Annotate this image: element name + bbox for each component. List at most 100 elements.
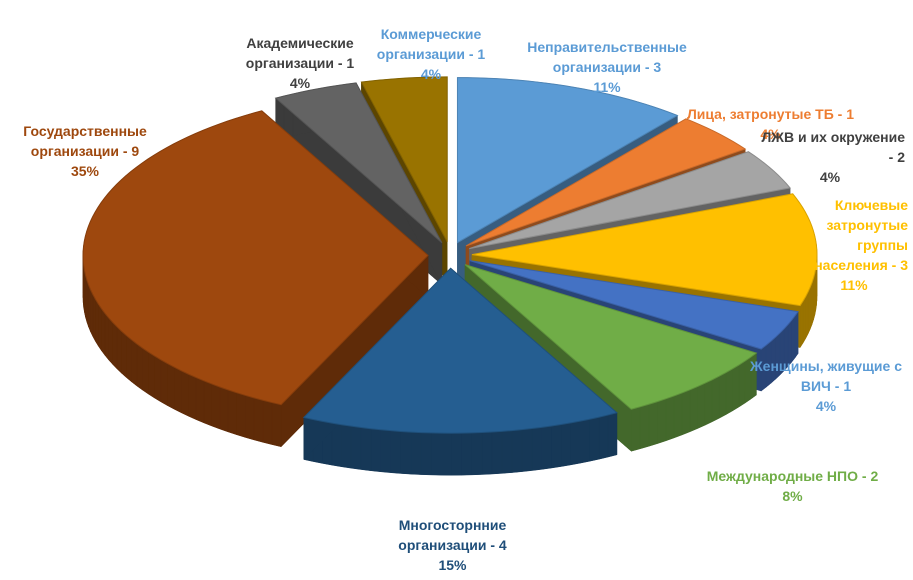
data-label: Академические организации - 1 4% <box>236 33 364 93</box>
slice-side <box>631 406 641 452</box>
percent-label: 15% <box>438 557 467 573</box>
slice-side <box>104 312 109 361</box>
slice-side <box>531 427 542 471</box>
slice-side <box>131 339 138 387</box>
category-label: Академические организации - 1 <box>245 35 355 71</box>
slice-side <box>491 431 503 475</box>
slice-side <box>681 389 691 436</box>
slice-side <box>227 389 237 436</box>
slice-side <box>167 363 175 410</box>
slice-side <box>511 429 523 473</box>
slice-side <box>108 317 113 366</box>
slice-side <box>98 303 102 352</box>
slice-side <box>116 326 122 374</box>
slice-side <box>370 428 381 473</box>
slice-top <box>464 264 758 410</box>
slice-side <box>188 373 197 420</box>
slice-side <box>648 401 658 447</box>
slice-side <box>181 370 189 417</box>
slice-side <box>420 432 432 476</box>
slice-side <box>380 429 391 473</box>
slice-side <box>451 432 462 476</box>
data-label: Лица, затронутые ТБ - 1 4% <box>683 104 858 144</box>
category-label: Неправительственные организации - 3 <box>527 39 687 75</box>
slice-side <box>154 355 162 403</box>
slice-side <box>126 334 132 383</box>
slice-side <box>86 280 89 328</box>
slice-side <box>560 422 571 467</box>
slice-top <box>465 118 747 247</box>
slice-side <box>271 402 282 448</box>
slice-side <box>607 412 618 458</box>
slice-side <box>203 380 212 427</box>
data-label: ЛЖВ и их окружение - 2 4% <box>755 127 905 187</box>
percent-label: 35% <box>70 163 100 179</box>
data-label: Государственные организации - 9 35% <box>10 121 160 181</box>
slice-side <box>805 291 809 339</box>
slice-side <box>732 364 740 412</box>
category-label: Государственные организации - 9 <box>23 123 147 159</box>
slice-top <box>456 77 679 244</box>
slice-side <box>211 383 221 430</box>
percent-label: 4% <box>420 66 442 82</box>
slice-side <box>400 431 412 475</box>
slice-side <box>521 428 533 472</box>
data-label: Женщины, живущие с ВИЧ - 1 4% <box>740 356 912 416</box>
slice-side <box>725 368 733 416</box>
slice-side <box>570 420 581 466</box>
slice-top <box>302 267 618 434</box>
slice-side <box>236 392 246 438</box>
slice-side <box>160 359 168 407</box>
percent-label: 4% <box>819 169 841 185</box>
slice-side <box>657 398 667 444</box>
slice-top <box>360 76 448 243</box>
slice-side <box>802 295 806 344</box>
slice-side <box>501 430 513 474</box>
slice-side <box>673 392 683 439</box>
slice-side <box>136 343 143 391</box>
slice-side <box>253 397 264 443</box>
slice-side <box>360 427 372 471</box>
category-label: Ключевые затронутые группы населения - 3 <box>814 197 908 273</box>
slice-side <box>471 432 483 476</box>
slice-side <box>598 414 609 460</box>
slice-side <box>665 395 675 442</box>
slice-side <box>195 377 205 424</box>
slice-side <box>90 289 94 337</box>
slice-side <box>148 351 155 399</box>
slice-side <box>639 403 650 450</box>
category-label: Коммерческие организации - 1 <box>376 26 486 62</box>
slice-side <box>121 330 127 379</box>
slice-top <box>82 110 429 406</box>
slice-side <box>430 432 442 476</box>
slice-side <box>481 431 493 475</box>
data-label: Коммерческие организации - 1 4% <box>365 24 497 84</box>
slice-side <box>390 430 401 474</box>
slice-top <box>274 82 443 244</box>
category-label: Многосторнние организации - 4 <box>398 517 507 553</box>
slice-top <box>471 193 818 307</box>
slice-side <box>461 432 472 476</box>
slice-side <box>794 310 799 359</box>
slice-side <box>718 372 727 419</box>
slice-side <box>799 300 804 349</box>
category-label: Лица, затронутые ТБ - 1 <box>686 106 855 122</box>
slice-side <box>697 382 706 429</box>
slice-side <box>541 425 552 470</box>
slice-side <box>95 298 99 347</box>
slice-side <box>112 321 118 370</box>
pie-slice <box>82 110 429 448</box>
slice-side <box>88 284 91 332</box>
slice-side <box>704 379 713 426</box>
slice-side <box>101 307 106 357</box>
slice-top <box>469 151 791 250</box>
slice-side <box>219 386 229 433</box>
slice-side <box>551 424 562 469</box>
percent-label: 4% <box>760 126 781 142</box>
slice-side <box>689 386 698 433</box>
slice-side <box>589 416 600 462</box>
slice-side <box>262 399 273 445</box>
data-label: Ключевые затронутые группы населения - 3… <box>800 195 908 295</box>
slice-side <box>579 418 590 464</box>
slice-side <box>440 432 452 476</box>
